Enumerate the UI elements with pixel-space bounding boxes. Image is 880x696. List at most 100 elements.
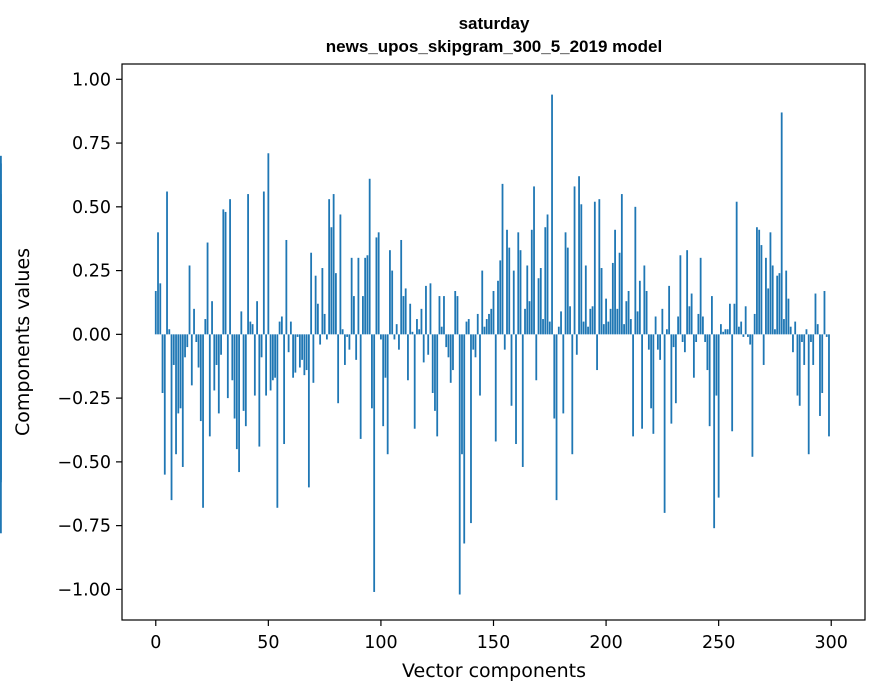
bar	[404, 288, 407, 335]
plot-frame	[121, 63, 866, 621]
bar	[807, 334, 810, 455]
bar	[584, 265, 587, 335]
bar	[620, 194, 623, 335]
bar	[600, 268, 603, 335]
bar	[596, 334, 598, 371]
bar	[280, 316, 283, 335]
bar	[186, 334, 189, 348]
bar	[668, 285, 671, 335]
bar	[652, 334, 655, 434]
bar	[767, 288, 770, 335]
bar	[292, 334, 295, 378]
bar	[742, 334, 745, 337]
bar	[798, 334, 801, 406]
bar	[154, 290, 157, 335]
bar	[393, 334, 396, 340]
bar	[431, 334, 434, 394]
bar	[235, 334, 238, 450]
bar	[681, 334, 684, 342]
y-tick-label: 0.50	[72, 198, 111, 218]
bar	[753, 313, 756, 335]
bar	[316, 303, 319, 335]
bar	[787, 298, 790, 335]
bar	[670, 334, 673, 424]
bar	[553, 334, 556, 419]
bar	[163, 334, 166, 475]
bar	[602, 324, 605, 335]
bar	[765, 257, 767, 335]
bar	[717, 334, 720, 498]
bar	[485, 319, 488, 335]
bar	[575, 334, 578, 355]
bar	[231, 334, 234, 381]
bar	[373, 334, 376, 592]
x-tick-label: 100	[364, 633, 397, 653]
bar	[269, 334, 272, 391]
bar	[265, 334, 267, 396]
bar	[321, 268, 324, 335]
bar	[695, 334, 698, 342]
bar	[359, 334, 362, 439]
bar	[756, 227, 758, 335]
bar	[674, 334, 677, 404]
bar	[816, 324, 819, 335]
x-ticks: 0 50 100 150 200 250 300	[150, 620, 848, 653]
bar	[515, 334, 517, 445]
bar	[488, 313, 490, 335]
bar	[614, 229, 616, 335]
bar	[526, 265, 529, 335]
bar	[645, 290, 648, 335]
bar	[476, 313, 479, 335]
bar	[704, 334, 707, 342]
bar	[589, 308, 592, 335]
bar	[573, 186, 576, 335]
x-tick-label: 250	[702, 633, 735, 653]
bar	[789, 326, 792, 335]
bar	[499, 260, 502, 335]
bar	[312, 334, 315, 383]
bar	[825, 334, 828, 337]
bar	[683, 334, 686, 353]
bar	[497, 280, 499, 335]
bar	[616, 308, 619, 335]
bar	[436, 334, 439, 437]
bar	[593, 201, 596, 335]
bar	[821, 334, 824, 394]
bar	[449, 334, 452, 383]
bar	[474, 334, 477, 358]
bar	[533, 186, 535, 335]
bar	[222, 209, 225, 335]
bar	[699, 257, 702, 335]
bar	[389, 250, 391, 335]
bar	[445, 334, 448, 348]
bar	[672, 334, 675, 348]
bar	[632, 334, 634, 437]
bar	[607, 321, 610, 335]
bar	[195, 334, 198, 342]
bar	[625, 301, 628, 335]
bar	[330, 227, 333, 335]
bar	[447, 334, 450, 358]
bar	[701, 316, 704, 335]
y-tick-label: 0.25	[72, 262, 111, 282]
bar	[242, 334, 245, 411]
bar	[289, 321, 292, 335]
bar	[283, 334, 286, 445]
bar	[391, 270, 394, 335]
bar	[503, 334, 506, 350]
bar	[555, 334, 558, 501]
bar	[465, 321, 468, 335]
bar	[202, 334, 204, 508]
bar	[724, 329, 727, 335]
bar	[166, 191, 168, 335]
bar	[366, 255, 369, 335]
bar	[828, 334, 830, 437]
bar	[578, 176, 580, 335]
bar	[0, 313, 2, 335]
bar	[697, 313, 700, 335]
bar	[197, 334, 200, 368]
bar	[175, 334, 177, 455]
bar	[398, 334, 400, 350]
bar	[690, 293, 693, 335]
